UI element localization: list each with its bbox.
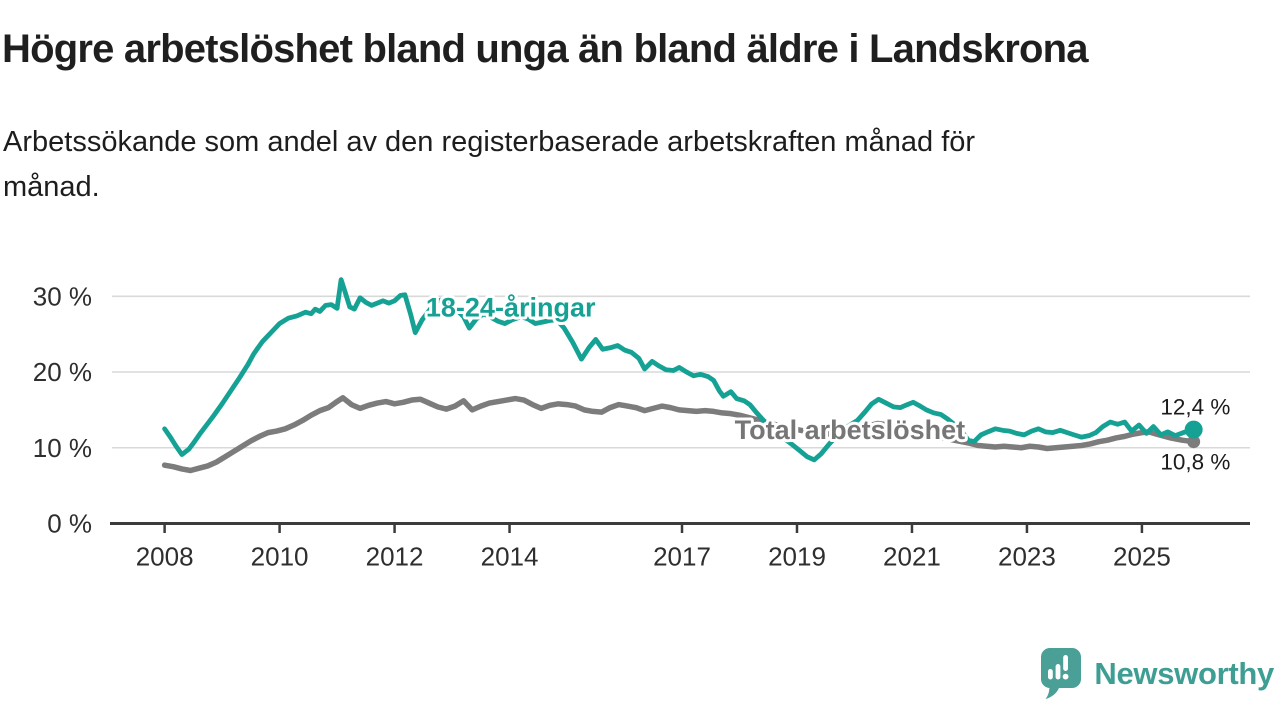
newsworthy-logo-icon: [1041, 648, 1082, 699]
series-end-dot: [1184, 420, 1203, 439]
x-tick-label: 2008: [136, 542, 194, 572]
x-tick-label: 2023: [998, 542, 1056, 572]
logo-exclamation-dot: [1063, 673, 1069, 680]
y-tick-label: 10 %: [33, 433, 92, 463]
logo-bubble: [1041, 648, 1082, 699]
x-tick-label: 2014: [481, 542, 539, 572]
newsworthy-logo: Newsworthy: [1037, 646, 1274, 702]
logo-bar-1: [1048, 669, 1054, 680]
logo-exclamation-bar: [1063, 655, 1069, 671]
chart-subtitle: Arbetssökande som andel av den registerb…: [3, 126, 976, 203]
newsworthy-wordmark: Newsworthy: [1094, 656, 1274, 691]
x-tick-label: 2019: [768, 542, 826, 572]
y-tick-label: 20 %: [33, 357, 92, 387]
x-tick-label: 2012: [366, 542, 424, 572]
series-line-18-24-ringar: [162, 277, 1197, 463]
x-tick-label: 2021: [883, 542, 941, 572]
chart-annotation: Total arbetslöshet: [735, 415, 966, 445]
logo-bar-2: [1055, 664, 1061, 680]
chart-annotation: 18-24-åringar: [426, 293, 596, 323]
y-tick-label: 0 %: [47, 509, 92, 539]
page-title: Högre arbetslöshet bland unga än bland ä…: [2, 27, 1089, 71]
x-tick-label: 2017: [653, 542, 711, 572]
x-tick-label: 2025: [1113, 542, 1171, 572]
chart-annotation: 10,8 %: [1160, 450, 1230, 475]
x-tick-label: 2010: [251, 542, 309, 572]
chart-annotation: 12,4 %: [1160, 394, 1230, 419]
y-tick-label: 30 %: [33, 281, 92, 311]
unemployment-line-chart: 2008 2010 2012 2014 2017 2019 2021 2023 2025 0 % 1…: [33, 277, 1250, 572]
series-line-total-arbetsl-shet: [161, 395, 1197, 474]
series-end-dot: [1187, 435, 1201, 449]
